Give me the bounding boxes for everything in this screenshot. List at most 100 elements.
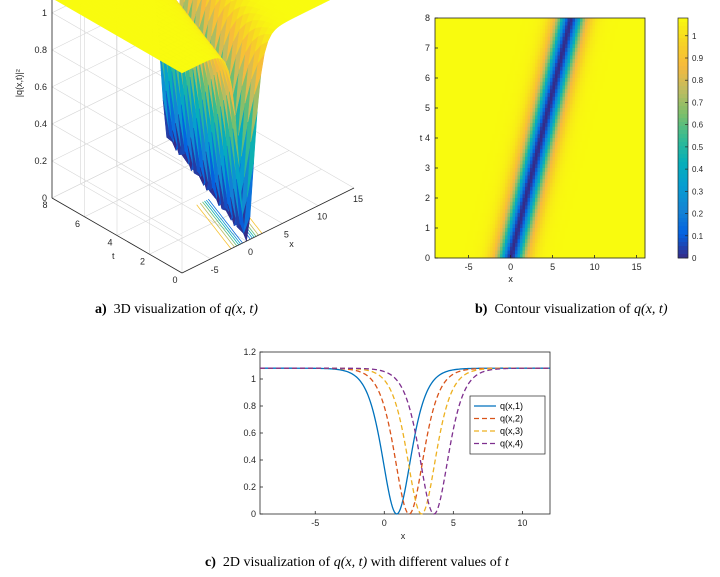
heatmap-cell xyxy=(540,96,543,101)
heatmap-cell xyxy=(462,40,466,45)
heatmap-cell xyxy=(552,21,556,26)
heatmap-cell xyxy=(502,63,506,68)
heatmap-cell xyxy=(632,100,636,105)
heatmap-cell xyxy=(592,179,596,184)
heatmap-cell xyxy=(492,134,496,139)
heatmap-cell xyxy=(530,25,533,30)
heatmap-cell xyxy=(490,130,493,135)
heatmap-cell xyxy=(585,153,588,158)
heatmap-cell xyxy=(567,100,571,105)
heatmap-cell xyxy=(497,63,501,68)
heatmap-cell xyxy=(630,25,633,30)
heatmap-cell xyxy=(562,171,566,176)
heatmap-cell xyxy=(507,44,511,49)
heatmap-cell xyxy=(450,44,453,49)
heatmap-cell xyxy=(537,123,541,128)
heatmap-cell xyxy=(550,55,553,60)
heatmap-cell xyxy=(605,171,608,176)
heatmap-cell xyxy=(435,171,438,176)
heatmap-cell xyxy=(590,59,593,64)
heatmap-cell xyxy=(450,186,453,191)
heatmap-cell xyxy=(435,21,438,26)
heatmap-cell xyxy=(602,96,606,101)
heatmap-cell xyxy=(495,130,498,135)
heatmap-cell xyxy=(507,134,511,139)
heatmap-cell xyxy=(500,104,503,109)
heatmap-cell xyxy=(500,194,503,199)
heatmap-cell xyxy=(562,96,566,101)
heatmap-cell xyxy=(485,74,488,79)
heatmap-cell xyxy=(507,186,511,191)
heatmap-cell xyxy=(605,89,608,94)
heatmap-cell xyxy=(565,93,568,98)
heatmap-cell xyxy=(457,66,461,71)
heatmap-cell xyxy=(610,96,613,101)
heatmap-cell xyxy=(542,145,546,150)
heatmap-cell xyxy=(615,59,618,64)
heatmap-cell xyxy=(477,89,481,94)
heatmap-cell xyxy=(497,74,501,79)
heatmap-cell xyxy=(460,126,463,131)
heatmap-cell xyxy=(537,126,541,131)
heatmap-cell xyxy=(490,85,493,90)
heatmap-cell xyxy=(570,85,573,90)
heatmap-cell xyxy=(617,119,621,124)
heatmap-cell xyxy=(605,186,608,191)
heatmap-cell xyxy=(612,55,616,60)
heatmap-cell xyxy=(590,134,593,139)
heatmap-cell xyxy=(467,194,471,199)
heatmap-cell xyxy=(502,89,506,94)
heatmap-cell xyxy=(527,78,531,83)
heatmap-cell xyxy=(555,89,558,94)
heatmap-cell xyxy=(472,70,476,75)
heatmap-cell xyxy=(587,25,591,30)
heatmap-cell xyxy=(592,36,596,41)
heatmap-cell xyxy=(562,153,566,158)
heatmap-cell xyxy=(527,89,531,94)
heatmap-cell xyxy=(557,33,561,38)
heatmap-cell xyxy=(522,179,526,184)
heatmap-cell xyxy=(520,59,523,64)
heatmap-cell xyxy=(605,81,608,86)
heatmap-cell xyxy=(472,33,476,38)
heatmap-cell xyxy=(552,100,556,105)
heatmap-cell xyxy=(492,194,496,199)
heatmap-cell xyxy=(632,81,636,86)
heatmap-cell xyxy=(522,168,526,173)
heatmap-cell xyxy=(642,179,646,184)
heatmap-cell xyxy=(470,108,473,113)
heatmap-cell xyxy=(437,186,441,191)
heatmap-cell xyxy=(447,96,451,101)
heatmap-cell xyxy=(525,44,528,49)
heatmap-cell xyxy=(502,168,506,173)
heatmap-cell xyxy=(632,104,636,109)
heatmap-cell xyxy=(492,138,496,143)
heatmap-cell xyxy=(520,33,523,38)
heatmap-cell xyxy=(500,96,503,101)
heatmap-cell xyxy=(567,59,571,64)
heatmap-cell xyxy=(642,74,646,79)
heatmap-cell xyxy=(440,55,443,60)
heatmap-cell xyxy=(457,55,461,60)
heatmap-cell xyxy=(632,145,636,150)
heatmap-cell xyxy=(575,186,578,191)
heatmap-cell xyxy=(570,33,573,38)
heatmap-cell xyxy=(462,89,466,94)
heatmap-cell xyxy=(472,51,476,56)
heatmap-cell xyxy=(627,123,631,128)
heatmap-cell xyxy=(600,36,603,41)
heatmap-cell xyxy=(487,29,491,34)
heatmap-cell xyxy=(637,119,641,124)
heatmap-cell xyxy=(555,183,558,188)
heatmap-cell xyxy=(595,55,598,60)
heatmap-cell xyxy=(442,138,446,143)
heatmap-cell xyxy=(612,168,616,173)
heatmap-cell xyxy=(465,66,468,71)
heatmap-cell xyxy=(580,183,583,188)
heatmap-cell xyxy=(522,190,526,195)
heatmap-cell xyxy=(622,29,626,34)
heatmap-cell xyxy=(565,138,568,143)
heatmap-cell xyxy=(630,175,633,180)
heatmap-cell xyxy=(582,179,586,184)
heatmap-cell xyxy=(582,44,586,49)
